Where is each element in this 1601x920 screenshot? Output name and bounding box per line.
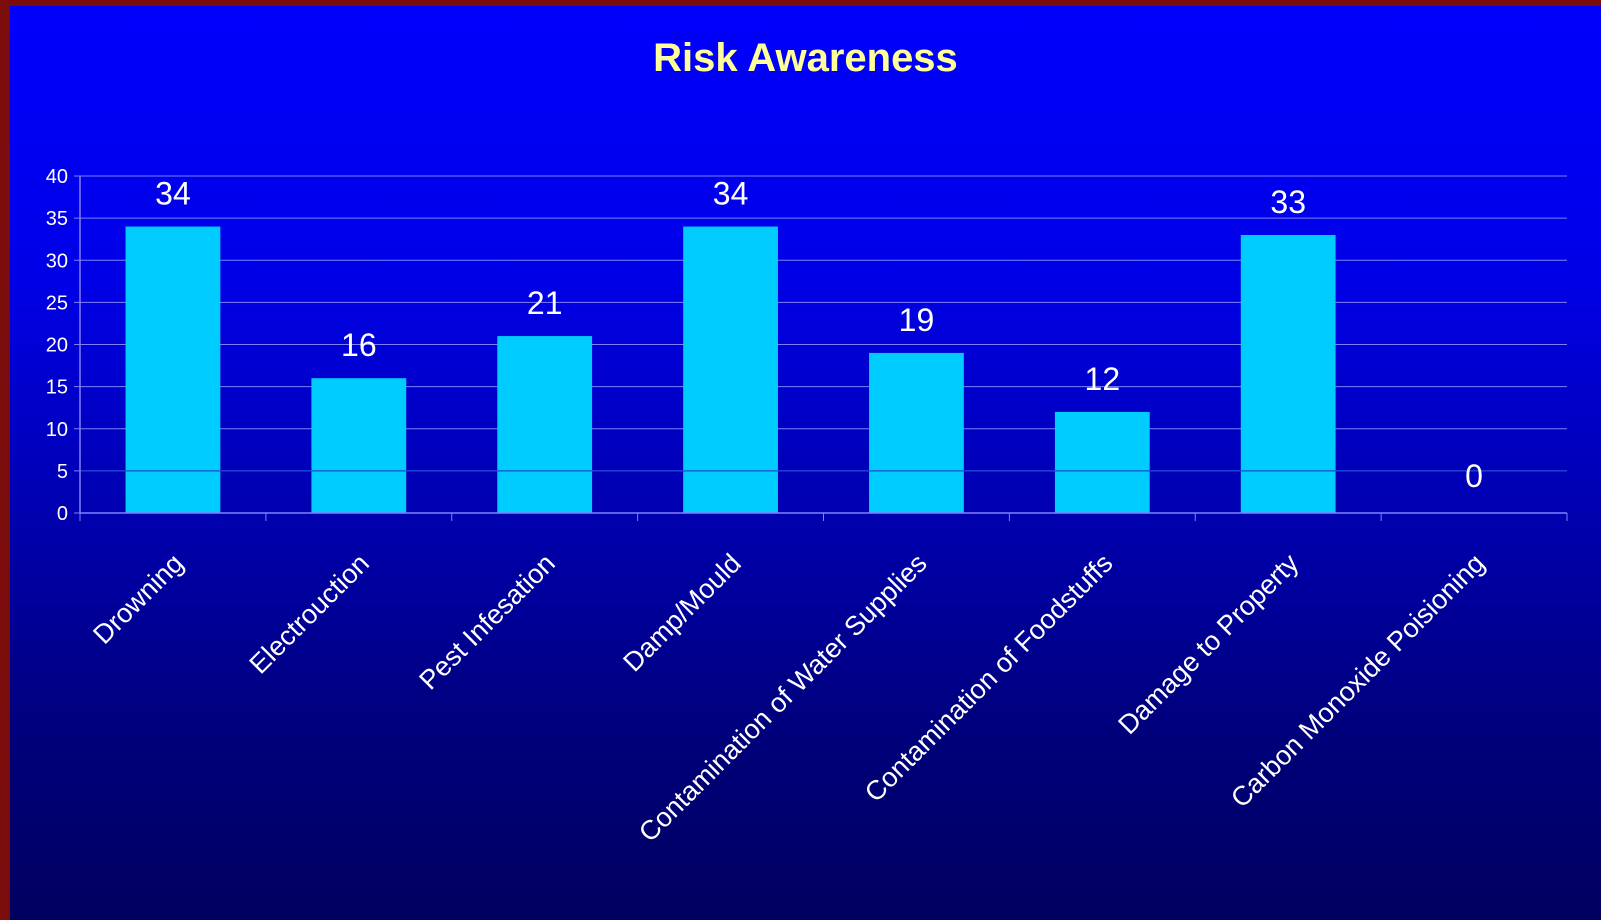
data-label: 21 bbox=[527, 285, 563, 321]
x-tick-label: Pest Infesation bbox=[413, 548, 561, 696]
x-tick-label: Contamination of Water Supplies bbox=[633, 548, 933, 848]
x-tick-label: Electrouction bbox=[243, 548, 375, 680]
bar bbox=[1240, 234, 1336, 513]
data-label: 33 bbox=[1270, 184, 1306, 220]
y-tick-label: 0 bbox=[57, 503, 68, 525]
data-label: 34 bbox=[713, 176, 749, 212]
y-tick-label: 15 bbox=[46, 377, 68, 399]
x-tick-label: Drowning bbox=[87, 548, 189, 650]
bar bbox=[683, 226, 778, 514]
data-label: 0 bbox=[1465, 458, 1483, 494]
y-tick-label: 40 bbox=[46, 166, 68, 188]
y-tick-label: 30 bbox=[46, 250, 68, 272]
y-tick-label: 20 bbox=[46, 335, 68, 357]
y-tick-label: 10 bbox=[46, 419, 68, 441]
axes bbox=[74, 175, 1568, 521]
bar bbox=[1054, 411, 1150, 513]
x-tick-label: Damage to Property bbox=[1112, 548, 1304, 740]
data-label: 16 bbox=[341, 327, 377, 363]
x-tick-label: Damp/Mould bbox=[617, 548, 746, 677]
y-tick-label: 5 bbox=[57, 461, 68, 483]
data-label: 12 bbox=[1085, 361, 1121, 397]
bar-chart: 0 5 10 15 20 25 30 35 40 34 16 21 34 19 12 33 0 Drowning E… bbox=[46, 166, 1568, 848]
slide: Risk Awareness 0 5 10 15 20 25 30 35 40 34 16 21 34 1… bbox=[10, 6, 1601, 920]
data-label: 19 bbox=[899, 302, 935, 338]
y-tick-label: 25 bbox=[46, 292, 68, 314]
bar bbox=[125, 226, 221, 514]
bar bbox=[869, 352, 964, 513]
gridlines bbox=[80, 175, 1567, 472]
data-label: 34 bbox=[155, 176, 191, 212]
bar bbox=[497, 336, 593, 513]
bars bbox=[125, 226, 1336, 514]
chart-title: Risk Awareness bbox=[653, 36, 958, 80]
bar bbox=[311, 378, 407, 513]
y-tick-label: 35 bbox=[46, 208, 68, 230]
